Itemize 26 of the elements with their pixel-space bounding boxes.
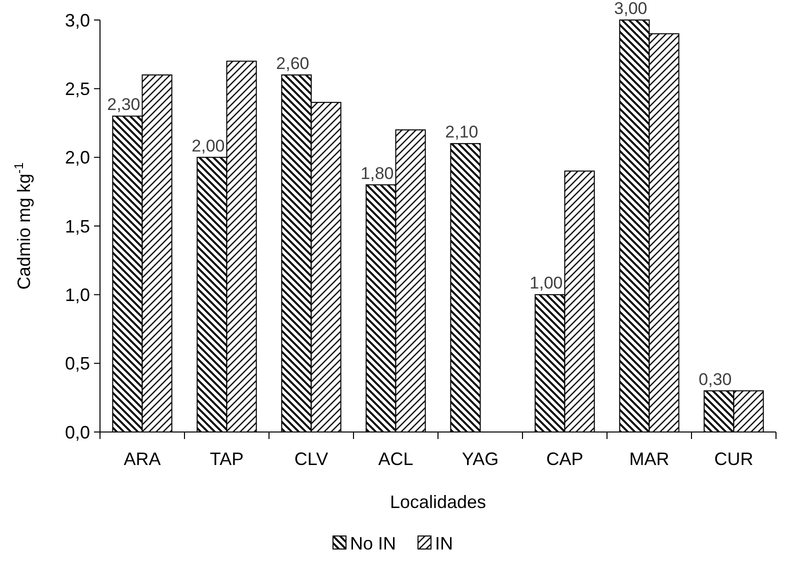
y-tick-label: 3,0 xyxy=(64,10,90,30)
x-tick-label: CUR xyxy=(714,449,754,469)
y-tick-label: 2,0 xyxy=(64,148,90,168)
data-label: 2,60 xyxy=(276,54,310,73)
data-label: 2,30 xyxy=(107,95,140,114)
data-label: 3,00 xyxy=(614,0,648,18)
x-tick-label: TAP xyxy=(210,449,244,469)
data-label: 2,10 xyxy=(445,122,478,142)
y-tick-label: 2,5 xyxy=(64,78,90,99)
x-tick-label: ARA xyxy=(124,449,161,469)
data-label: 1,00 xyxy=(530,274,563,293)
data-label: 1,80 xyxy=(360,164,394,183)
x-tick-label: CAP xyxy=(546,449,584,469)
x-tick-label: YAG xyxy=(462,449,499,469)
x-tick-label: ACL xyxy=(378,449,414,469)
y-tick-label: 0,0 xyxy=(64,422,90,442)
data-label: 2,00 xyxy=(192,136,225,156)
legend-label: IN xyxy=(435,533,453,554)
y-tick-label: 0,5 xyxy=(64,354,90,374)
y-tick-label: 1,5 xyxy=(64,216,90,236)
x-tick-label: CLV xyxy=(294,449,328,469)
x-axis-title: Localidades xyxy=(390,492,486,512)
legend-label: No IN xyxy=(350,533,396,554)
y-tick-label: 1,0 xyxy=(64,284,90,305)
data-label: 0,30 xyxy=(698,370,732,389)
x-tick-label: MAR xyxy=(629,449,670,469)
